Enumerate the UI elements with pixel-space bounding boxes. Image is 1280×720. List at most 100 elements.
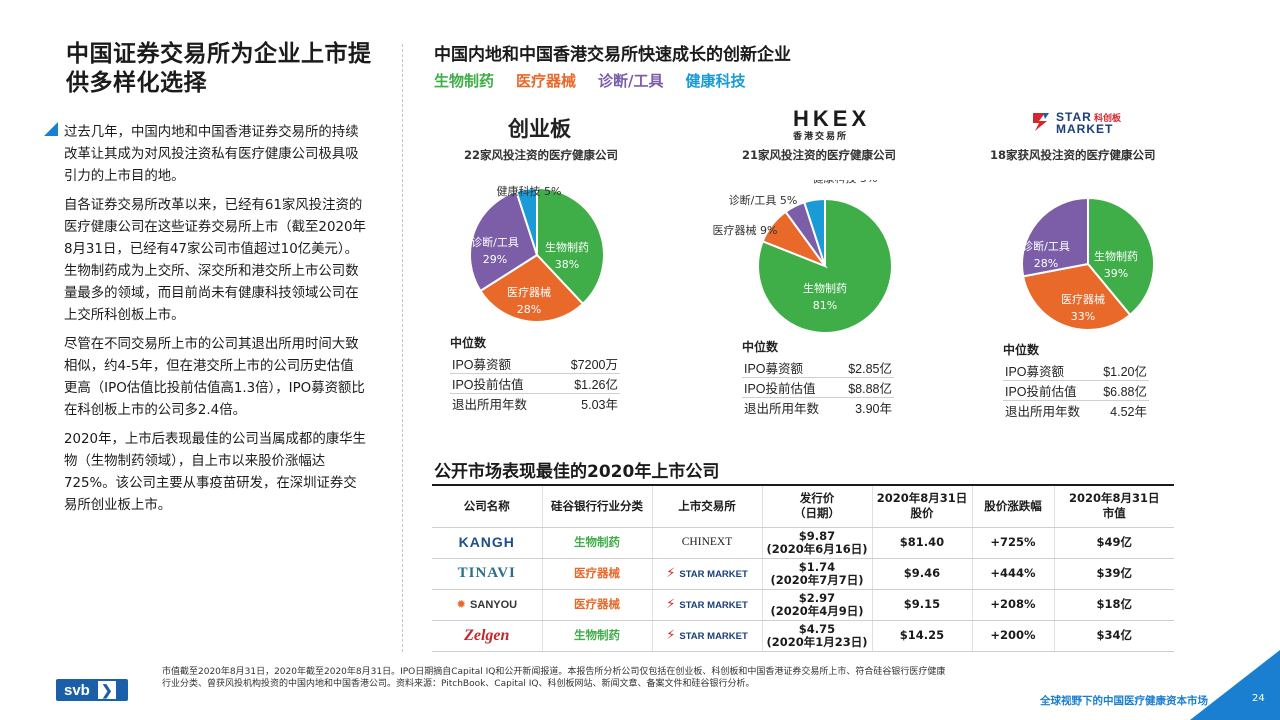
change-cell: +208% [971, 589, 1054, 621]
price-cell: $1.74 (2020年7月7日) [761, 558, 872, 590]
pie-slice [1021, 196, 1089, 278]
intro-paragraph: 尽管在不同交易所上市的公司其退出所用时间大致相似，约4-5年，但在港交所上市的公… [64, 337, 365, 418]
change-cell: +444% [971, 558, 1054, 590]
column-header: 发行价 （日期） [761, 484, 872, 528]
pie-slice-value: 81% [813, 299, 837, 312]
table-header-row: 公司名称 硅谷银行行业分类 上市交易所 发行价 （日期） 2020年8月31日 … [432, 484, 1174, 528]
table-row: TINAVI 医疗器械 ⚡ STAR MARKET $1.74 (2020年7月7… [432, 558, 1174, 590]
market-cap-cell: $49亿 [1053, 527, 1174, 559]
median-label: IPO募资额 [742, 358, 842, 378]
price-cell: $4.75 (2020年1月23日) [761, 620, 872, 652]
section-title: 中国内地和中国香港交易所快速成长的创新企业 [434, 45, 791, 65]
price-date: (2020年1月23日) [766, 634, 868, 649]
legend-biopharma: 生物制药 [434, 72, 495, 90]
exchange-cell: CHINEXT [651, 527, 762, 559]
stock-price-cell: $81.40 [871, 527, 972, 559]
column-header: 上市交易所 [651, 484, 762, 528]
pie-slice [469, 190, 539, 293]
column-header: 2020年8月31日 市值 [1053, 484, 1174, 528]
sanyou-sun-icon: ✹ [456, 596, 467, 611]
stock-price-cell: $14.25 [871, 620, 972, 652]
pie-slice-label: 医疗器械 [507, 285, 551, 299]
table-row: Zelgen 生物制药 ⚡ STAR MARKET $4.75 (2020年1月2… [432, 620, 1174, 652]
median-table-chinext: 中位数 IPO募资额 $7200万 IPO投前估值 $1.26亿 退出所用年数 5.0… [450, 334, 620, 413]
median-table-hkex: 中位数 IPO募资额 $2.85亿 IPO投前估值 $8.88亿 退出所用年数 3.9… [742, 338, 894, 417]
median-label: IPO募资额 [450, 354, 560, 374]
company-logo-tinavi: TINAVI [432, 558, 542, 590]
exchange-name-chinext: 创业板 [508, 117, 571, 141]
exchange-subtitle: 21家风投注资的医疗健康公司 [742, 148, 897, 162]
median-label: IPO募资额 [1003, 361, 1101, 381]
median-value: $2.85亿 [842, 358, 894, 378]
pie-slice-label: 生物制药 [545, 240, 589, 254]
median-label: 退出所用年数 [744, 402, 820, 416]
pie-slice-value: 33% [1071, 310, 1095, 323]
star-market-logo-icon [1031, 111, 1051, 133]
chevron-right-icon: ❯ [97, 681, 116, 699]
column-header: 2020年8月31日 股价 [871, 484, 972, 528]
market-cap-cell: $18亿 [1053, 589, 1174, 621]
category-cell: 生物制药 [541, 620, 652, 652]
column-header: 硅谷银行行业分类 [541, 484, 652, 528]
pie-slice [536, 186, 605, 306]
category-cell: 医疗器械 [541, 589, 652, 621]
pie-slice [1021, 262, 1132, 331]
intro-paragraph: 2020年，上市后表现最佳的公司当属成都的康华生物（生物制药领域），自上市以来股… [64, 432, 366, 513]
star-market-logo-icon: ⚡ [666, 627, 676, 643]
pie-slice-label: 健康科技 5% [497, 184, 562, 198]
footnote: 市值截至2020年8月31日，2020年截至2020年8月31日。IPO日期摘自… [162, 667, 946, 689]
stock-price-cell: $9.15 [871, 589, 972, 621]
median-value: $1.26亿 [560, 373, 620, 394]
price-value: $4.75 [798, 621, 836, 636]
svb-logo[interactable]: svb ❯ [56, 679, 128, 701]
category-cell: 生物制药 [541, 527, 652, 559]
column-header: 股价涨跌幅 [971, 484, 1054, 528]
column-header: 公司名称 [432, 484, 542, 528]
market-cap-cell: $39亿 [1053, 558, 1174, 590]
legend-dx-tools: 诊断/工具 [598, 72, 664, 90]
hkex-logo-subtitle: 香港交易所 [793, 132, 849, 142]
median-label: IPO投前估值 [1003, 380, 1101, 401]
median-value: 5.03年 [581, 398, 618, 412]
corner-decoration [1190, 650, 1280, 720]
price-date: (2020年6月16日) [766, 541, 868, 556]
pie-slice-label: 医疗器械 9% [713, 223, 778, 237]
pie-slice-label: 生物制药 [1094, 249, 1138, 263]
median-value: $7200万 [560, 354, 620, 374]
category-cell: 医疗器械 [541, 558, 652, 590]
category-legend: 生物制药 医疗器械 诊断/工具 健康科技 [434, 70, 746, 91]
median-label: IPO投前估值 [450, 373, 560, 394]
table-row: KANGH 生物制药 CHINEXT $9.87 (2020年6月16日) $81… [432, 527, 1174, 559]
star-market-logo-cn: 科创板 [1094, 114, 1122, 124]
price-cell: $2.97 (2020年4月9日) [761, 589, 872, 621]
median-value: $1.20亿 [1101, 361, 1149, 381]
pie-slice-value: 28% [1034, 257, 1058, 270]
pie-slice-label: 健康科技 5% [813, 180, 878, 185]
exchange-subtitle: 22家风投注资的医疗健康公司 [464, 148, 619, 162]
pie-slice-label: 诊断/工具 [1022, 239, 1070, 253]
table-title: 公开市场表现最佳的2020年上市公司 [434, 462, 720, 482]
price-value: $1.74 [798, 559, 836, 574]
pie-slice-label: 医疗器械 [1061, 292, 1105, 306]
bullet-triangle-icon [44, 122, 58, 136]
star-market-logo-icon: ⚡ [666, 565, 676, 581]
median-label: 退出所用年数 [1005, 405, 1081, 419]
pie-slice [803, 197, 826, 267]
pie-chart-chinext: 生物制药 38% 医疗器械 28% 诊断/工具 29% 健康科技 5% [469, 184, 605, 323]
exchange-cell: ⚡ STAR MARKET [651, 589, 762, 621]
intro-text: 过去几年，中国内地和中国香港证券交易所的持续改革让其成为对风投注资私有医疗健康公… [64, 122, 366, 524]
market-cap-cell: $34亿 [1053, 620, 1174, 652]
change-cell: +725% [971, 527, 1054, 559]
price-date: (2020年7月7日) [770, 572, 864, 587]
change-cell: +200% [971, 620, 1054, 652]
median-header: 中位数 [1003, 343, 1040, 357]
price-cell: $9.87 (2020年6月16日) [761, 527, 872, 559]
performance-table: 公司名称 硅谷银行行业分类 上市交易所 发行价 （日期） 2020年8月31日 … [432, 484, 1174, 652]
median-table-star: 中位数 IPO募资额 $1.20亿 IPO投前估值 $6.88亿 退出所用年数 4.5… [1003, 341, 1149, 420]
intro-paragraph: 过去几年，中国内地和中国香港证券交易所的持续改革让其成为对风投注资私有医疗健康公… [64, 125, 359, 184]
median-value: $8.88亿 [842, 377, 894, 398]
report-title: 全球视野下的中国医疗健康资本市场 [1040, 695, 1208, 707]
page-title: 中国证券交易所为企业上市提供多样化选择 [66, 41, 372, 96]
company-logo-kanghua: KANGH [432, 527, 542, 559]
median-label: 退出所用年数 [452, 398, 528, 412]
